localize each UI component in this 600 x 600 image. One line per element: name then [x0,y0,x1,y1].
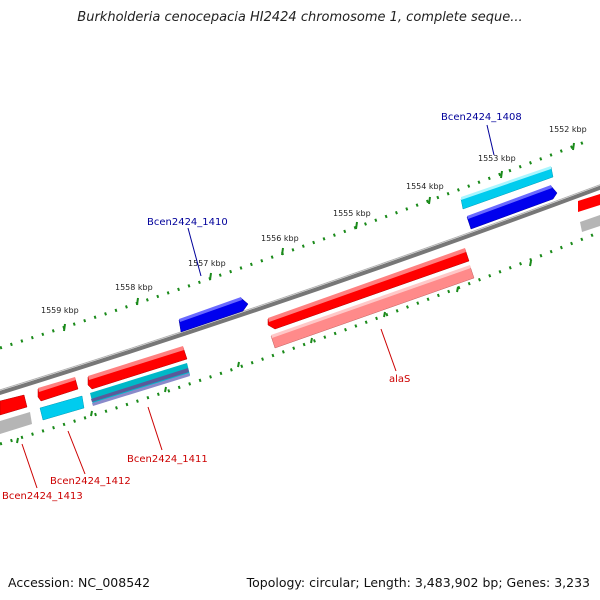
scale-label-1559: 1559 kbp [41,306,79,315]
gene-label-1410[interactable]: Bcen2424_1410 [147,217,228,228]
gene-label-alas[interactable]: alaS [389,374,410,385]
major-ticks-inner [16,260,532,444]
gene-label-1408[interactable]: Bcen2424_1408 [441,112,522,123]
genome-summary-text: Topology: circular; Length: 3,483,902 bp… [246,575,590,590]
scale-label-1554: 1554 kbp [406,182,444,191]
inner-tick-track [0,230,600,446]
gene-feature-1413[interactable] [0,394,28,416]
accession-text: Accession: NC_008542 [8,575,151,590]
scale-label-1553: 1553 kbp [478,154,516,163]
scale-label-1555: 1555 kbp [333,209,371,218]
scale-label-1552: 1552 kbp [549,125,587,134]
chromosome-backbone [0,185,600,395]
scale-label-1556: 1556 kbp [261,234,299,243]
outer-tick-track [0,138,591,350]
gene-label-1411[interactable]: Bcen2424_1411 [127,454,208,465]
map-title: Burkholderia cenocepacia HI2424 chromoso… [77,10,523,25]
gene-label-1412[interactable]: Bcen2424_1412 [50,476,131,487]
gene-label-1413[interactable]: Bcen2424_1413 [2,491,83,502]
label-leaders [21,124,495,489]
scale-label-1557: 1557 kbp [188,259,226,268]
major-ticks-outer [63,142,575,332]
scale-label-1558: 1558 kbp [115,283,153,292]
gene-feature-right-edge[interactable] [578,194,600,212]
gene-feature-1412-cds[interactable] [39,395,85,421]
